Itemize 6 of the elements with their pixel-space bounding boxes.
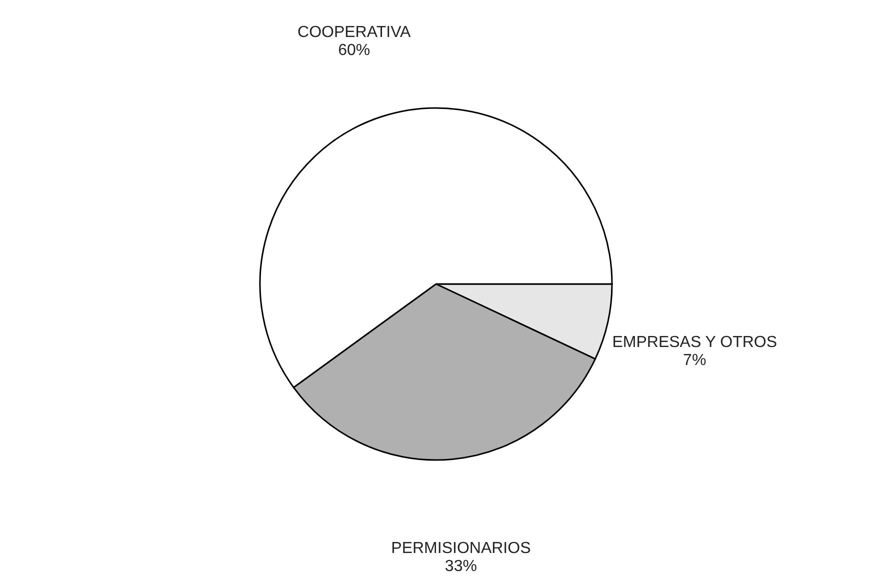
slice-label: PERMISIONARIOS xyxy=(391,540,531,557)
slice-label: EMPRESAS Y OTROS xyxy=(612,334,778,351)
data-label: 60% xyxy=(338,42,370,59)
slice-label: COOPERATIVA xyxy=(298,24,412,41)
data-label: 7% xyxy=(683,352,706,369)
data-label: 33% xyxy=(444,558,477,575)
